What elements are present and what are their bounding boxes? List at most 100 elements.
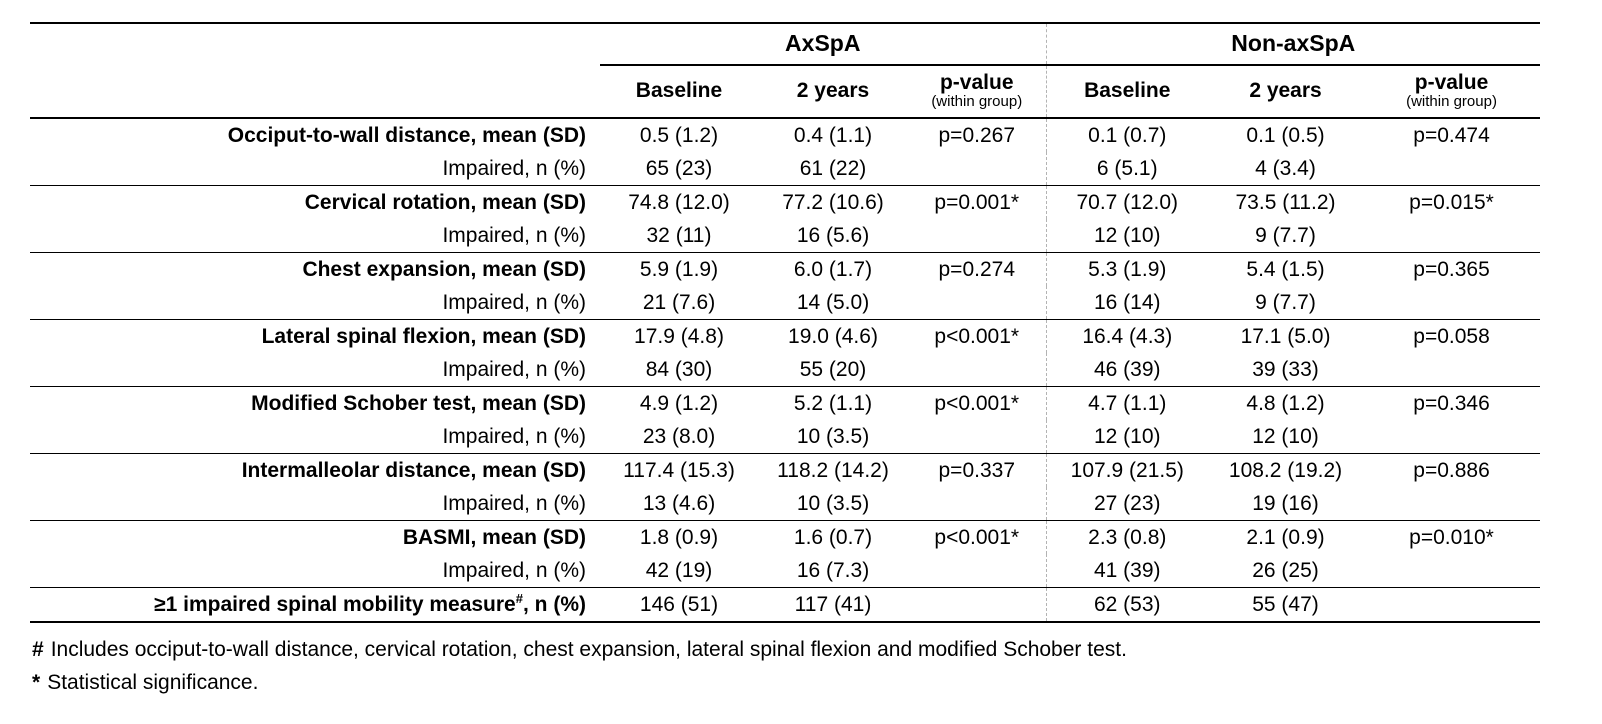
- data-cell: 16 (5.6): [796, 223, 870, 247]
- data-cell: [908, 353, 1046, 387]
- paper-table-page: AxSpA Non-axSpA Baseline 2 years p-value…: [30, 22, 1572, 699]
- row-label: Impaired, n (%): [442, 156, 586, 180]
- footnote-significance: * Statistical significance.: [32, 666, 1572, 699]
- group-header-row: AxSpA Non-axSpA: [30, 22, 1541, 66]
- data-cell: 13 (4.6): [642, 491, 716, 515]
- data-cell: 9 (7.7): [1255, 290, 1316, 314]
- table-row: Lateral spinal flexion, mean (SD) 17.9 (4…: [30, 318, 1541, 353]
- data-cell: [908, 554, 1046, 588]
- data-cell: 4.7 (1.1): [1045, 385, 1209, 420]
- row-label: Intermalleolar distance, mean (SD): [30, 452, 600, 487]
- data-cell: 61 (22): [799, 156, 867, 180]
- data-cell: 2.1 (0.9): [1208, 519, 1364, 554]
- spinal-mobility-table: AxSpA Non-axSpA Baseline 2 years p-value…: [30, 22, 1541, 623]
- data-cell: 65 (23): [645, 156, 713, 180]
- p-value-note: (within group): [931, 93, 1023, 111]
- data-cell: 117.4 (15.3): [600, 452, 758, 487]
- data-cell: 42 (19): [645, 558, 713, 582]
- data-cell: 12 (10): [1045, 218, 1209, 253]
- data-cell: 41 (39): [1045, 553, 1209, 588]
- data-cell: 46 (39): [1045, 352, 1209, 387]
- footnote-star-marker: *: [32, 670, 41, 694]
- data-cell: [908, 586, 1047, 623]
- data-cell: 10 (3.5): [796, 491, 870, 515]
- row-label: Modified Schober test, mean (SD): [30, 385, 600, 420]
- p-value-label: p-value: [939, 71, 1014, 94]
- data-cell: 118.2 (14.2): [758, 452, 908, 487]
- data-cell: p=0.337: [908, 452, 1047, 487]
- footnote-star-text: Statistical significance.: [47, 670, 259, 694]
- row-label: ≥1 impaired spinal mobility measure#, n …: [30, 586, 600, 623]
- data-cell: [908, 286, 1046, 320]
- table-row: Impaired, n (%) 23 (8.0) 10 (3.5) 12 (10) 12…: [30, 419, 1540, 454]
- data-cell: [1363, 420, 1540, 454]
- data-cell: p=0.346: [1363, 385, 1541, 420]
- data-cell: p=0.365: [1363, 251, 1541, 286]
- data-cell: 19 (16): [1252, 491, 1319, 515]
- col-header-axspa-2years: 2 years: [758, 65, 908, 119]
- data-cell: 12 (10): [1252, 424, 1319, 448]
- data-cell: p=0.274: [908, 251, 1047, 286]
- data-cell: p<0.001*: [908, 318, 1047, 353]
- column-header-row: Baseline 2 years p-value (within group) …: [30, 65, 1541, 119]
- data-cell: 6.0 (1.7): [758, 251, 908, 286]
- row-label: BASMI, mean (SD): [30, 519, 600, 554]
- data-cell: [1363, 487, 1540, 521]
- p-value-label: p-value: [1414, 71, 1489, 94]
- col-header-axspa-baseline: Baseline: [600, 65, 758, 119]
- footnote-hash-marker: #: [32, 637, 44, 661]
- table-row: Impaired, n (%) 21 (7.6) 14 (5.0) 16 (14) 9 …: [30, 285, 1540, 320]
- data-cell: 1.8 (0.9): [600, 519, 758, 554]
- data-cell: 5.3 (1.9): [1045, 251, 1209, 286]
- data-cell: p=0.010*: [1363, 519, 1541, 554]
- row-label: Cervical rotation, mean (SD): [30, 184, 600, 219]
- data-cell: 146 (51): [600, 586, 758, 623]
- sup-marker: #: [515, 590, 523, 606]
- data-cell: 73.5 (11.2): [1208, 184, 1364, 219]
- data-cell: p=0.267: [908, 117, 1047, 152]
- data-cell: [908, 152, 1046, 186]
- data-cell: [1363, 152, 1540, 186]
- data-cell: [1363, 219, 1540, 253]
- data-cell: 26 (25): [1252, 558, 1319, 582]
- data-cell: 0.4 (1.1): [758, 117, 908, 152]
- table-body: Occiput-to-wall distance, mean (SD) 0.5 (…: [30, 117, 1541, 623]
- data-cell: [1363, 353, 1540, 387]
- data-cell: [1363, 286, 1540, 320]
- data-cell: 0.1 (0.5): [1208, 117, 1364, 152]
- data-cell: 107.9 (21.5): [1045, 452, 1209, 487]
- data-cell: 23 (8.0): [642, 424, 716, 448]
- table-row: Impaired, n (%) 13 (4.6) 10 (3.5) 27 (23) 19…: [30, 486, 1540, 521]
- data-cell: 84 (30): [645, 357, 713, 381]
- row-label: Impaired, n (%): [442, 558, 586, 582]
- data-cell: 19.0 (4.6): [758, 318, 908, 353]
- data-cell: [908, 420, 1046, 454]
- data-cell: [1363, 554, 1540, 588]
- data-cell: 55 (20): [799, 357, 867, 381]
- data-cell: 70.7 (12.0): [1045, 184, 1209, 219]
- data-cell: 62 (53): [1045, 586, 1209, 623]
- data-cell: [1363, 586, 1541, 623]
- data-cell: 4.8 (1.2): [1208, 385, 1364, 420]
- p-value-note: (within group): [1406, 93, 1497, 111]
- data-cell: 117 (41): [758, 586, 908, 623]
- col-header-axspa-pvalue: p-value (within group): [908, 65, 1047, 119]
- table-row: Cervical rotation, mean (SD) 74.8 (12.0) 7…: [30, 184, 1541, 219]
- data-cell: 10 (3.5): [796, 424, 870, 448]
- row-label: Impaired, n (%): [442, 491, 586, 515]
- data-cell: 6 (5.1): [1045, 151, 1209, 186]
- data-cell: 0.1 (0.7): [1045, 117, 1209, 152]
- data-cell: p<0.001*: [908, 385, 1047, 420]
- data-cell: 5.4 (1.5): [1208, 251, 1364, 286]
- row-label: Impaired, n (%): [442, 223, 586, 247]
- data-cell: 5.2 (1.1): [758, 385, 908, 420]
- data-cell: 4.9 (1.2): [600, 385, 758, 420]
- data-cell: 12 (10): [1045, 419, 1209, 454]
- data-cell: p=0.058: [1363, 318, 1541, 353]
- row-label: Occiput-to-wall distance, mean (SD): [30, 117, 600, 152]
- data-cell: 108.2 (19.2): [1208, 452, 1364, 487]
- group-header-non-axspa: Non-axSpA: [1045, 22, 1541, 66]
- data-cell: 39 (33): [1252, 357, 1319, 381]
- data-cell: 17.9 (4.8): [600, 318, 758, 353]
- col-header-nonaxspa-baseline: Baseline: [1045, 65, 1209, 119]
